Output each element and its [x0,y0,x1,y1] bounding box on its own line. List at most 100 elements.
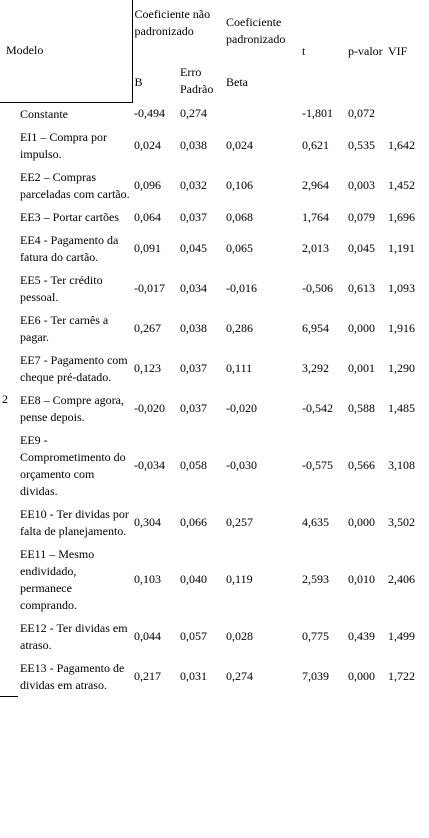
coefficients-table: Modelo Coeficiente não padronizado Coefi… [0,0,429,697]
se-value: 0,038 [180,138,207,152]
b-value: 0,123 [134,361,161,375]
vif-value: 1,452 [388,178,416,192]
b-value: 0,064 [134,209,161,224]
vif-value: 2,406 [388,572,416,586]
t-value: 2,593 [302,572,330,586]
b-value: 0,096 [134,178,161,192]
beta-value [224,102,300,126]
vif-value: 3,108 [388,458,416,472]
se-value: 0,038 [180,321,207,335]
row-label: EE8 – Compre agora, pense depois. [20,392,124,424]
table-row: 2 Constante -0,494 0,274 -1,801 0,072 [0,102,429,697]
b-value: -0,017 [134,281,165,295]
b-value: 0,267 [134,321,161,335]
row-label: EE2 – Compras parceladas com cartão. [20,169,130,201]
b-value: 0,024 [134,138,161,152]
beta-value: 0,111 [226,361,253,375]
t-value: 7,039 [302,669,330,683]
b-value: -0,494 [134,106,165,121]
vif-value: 1,642 [388,138,416,152]
header-model: Modelo [0,0,133,103]
t-value: -0,542 [302,401,334,415]
se-value: 0,034 [180,281,207,295]
beta-value: 0,024 [226,138,254,152]
p-value: 0,010 [348,572,376,586]
row-label: EE9 - Comprometimento do orçamento com d… [20,432,126,498]
t-value: -0,575 [302,458,334,472]
se-value: 0,037 [180,209,207,224]
t-value: -1,801 [302,106,334,121]
t-value: 0,621 [302,138,330,152]
header-t: t [302,43,306,58]
table-row: EE10 - Ter dividas por falta de planejam… [0,503,429,543]
table-row: EE3 – Portar cartões 0,064 0,037 0,068 1,764… [0,206,429,229]
t-value: -0,506 [302,281,334,295]
header-standardized: Coeficiente padronizado [226,15,286,46]
table-row: EE13 - Pagamento de dividas em atraso. 0,… [0,657,429,697]
row-label: EE13 - Pagamento de dividas em atraso. [20,660,125,692]
row-label: EE10 - Ter dividas por falta de planejam… [20,506,129,538]
se-value: 0,037 [180,361,207,375]
vif-value: 1,696 [388,209,416,224]
b-value: 0,044 [134,629,161,643]
beta-value: -0,016 [226,281,258,295]
beta-value: 0,065 [226,241,254,255]
t-value: 3,292 [302,361,330,375]
table-row: EE7 - Pagamento com cheque pré-datado. 0,… [0,349,429,389]
p-value: 0,079 [348,209,376,224]
p-value: 0,003 [348,178,376,192]
b-value: 0,304 [134,515,161,529]
se-value: 0,037 [180,401,207,415]
se-value: 0,031 [180,669,207,683]
header-p: p-valor [348,43,383,58]
row-label: EE3 – Portar cartões [20,209,119,224]
vif-value: 1,722 [388,669,416,683]
p-value: 0,588 [348,401,376,415]
se-value: 0,032 [180,178,207,192]
table-row: EE5 - Ter crédito pessoal. -0,017 0,034 -0,… [0,269,429,309]
table-row: EE11 – Mesmo endividado, permanece compr… [0,543,429,617]
vif-value: 1,499 [388,629,416,643]
p-value: 0,072 [348,106,376,121]
vif-value: 1,485 [388,401,416,415]
se-value: 0,066 [180,515,207,529]
beta-value: 0,119 [226,572,253,586]
p-value: 0,535 [348,138,376,152]
b-value: 0,103 [134,572,161,586]
p-value: 0,000 [348,321,376,335]
beta-value: 0,106 [226,178,254,192]
se-value: 0,058 [180,458,207,472]
beta-value: 0,068 [226,209,254,224]
row-label: EE12 - Ter dividas em atraso. [20,620,128,652]
beta-value: 0,274 [226,669,254,683]
header-unstandardized: Coeficiente não padronizado [134,7,211,38]
vif-value: 1,093 [388,281,416,295]
se-value: 0,274 [180,106,207,121]
t-value: 2,013 [302,241,330,255]
b-value: -0,020 [134,401,165,415]
beta-value: 0,286 [226,321,254,335]
vif-value: 1,290 [388,361,416,375]
row-label: EE7 - Pagamento com cheque pré-datado. [20,352,128,384]
t-value: 2,964 [302,178,330,192]
t-value: 1,764 [302,209,330,224]
se-value: 0,040 [180,572,207,586]
beta-value: 0,257 [226,515,254,529]
row-label: EE6 - Ter carnês a pagar. [20,312,109,344]
beta-value: -0,020 [226,401,258,415]
table-row: EE6 - Ter carnês a pagar. 0,267 0,038 0,286… [0,309,429,349]
se-value: 0,045 [180,241,207,255]
vif-value: 3,502 [388,515,416,529]
b-value: 0,217 [134,669,161,683]
row-label: EE11 – Mesmo endividado, permanece compr… [20,546,95,612]
p-value: 0,613 [348,281,376,295]
beta-value: -0,030 [226,458,258,472]
vif-value [386,102,429,126]
row-label: EE4 - Pagamento da fatura do cartão. [20,232,119,264]
p-value: 0,566 [348,458,376,472]
p-value: 0,045 [348,241,376,255]
p-value: 0,439 [348,629,376,643]
t-value: 4,635 [302,515,330,529]
table-row: EE12 - Ter dividas em atraso. 0,044 0,057 0… [0,617,429,657]
